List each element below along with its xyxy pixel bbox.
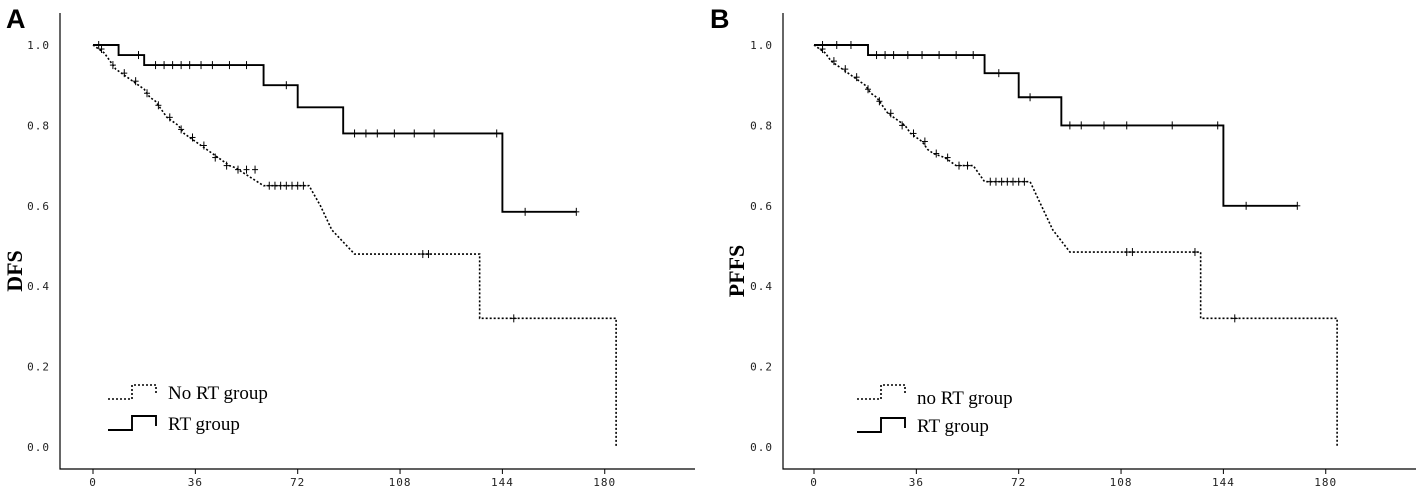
panel-label: A (6, 4, 26, 34)
series-layer (92, 41, 617, 447)
legend-label-no-rt: no RT group (917, 388, 1013, 409)
legend: No RT group RT group (108, 383, 268, 435)
x-tick-label: 180 (1314, 476, 1337, 489)
x-tick-label: 36 (188, 476, 203, 489)
x-tick-label: 0 (89, 476, 97, 489)
series-line-rt-group (93, 44, 577, 213)
x-ticks: 0 36 72 108 144 180 (810, 469, 1337, 489)
legend-label-rt: RT group (168, 414, 240, 435)
x-ticks: 0 36 72 108 144 180 (89, 469, 616, 489)
x-tick-label: 72 (1011, 476, 1026, 489)
panel-label: B (710, 4, 730, 34)
x-tick-label: 108 (1110, 476, 1133, 489)
y-tick-label: 0.4 (750, 280, 773, 293)
panel-a: A DFS 0.00.20.40.60.81.0 0 36 72 108 144 180 … (2, 4, 695, 489)
y-tick-label: 1.0 (750, 39, 773, 52)
x-tick-label: 180 (593, 476, 616, 489)
legend-swatch-no-rt (108, 384, 157, 400)
legend: no RT group RT group (857, 384, 1013, 437)
y-tick-label: 0.8 (27, 119, 50, 132)
x-tick-label: 108 (389, 476, 412, 489)
y-tick-label: 0.6 (27, 200, 50, 213)
y-tick-label: 0.0 (27, 441, 50, 454)
legend-label-rt: RT group (917, 416, 989, 437)
axes (59, 13, 695, 470)
x-tick-label: 144 (1212, 476, 1235, 489)
y-tick-label: 1.0 (27, 39, 50, 52)
y-tick-label: 0.4 (27, 280, 50, 293)
y-tick-label: 0.2 (27, 361, 50, 374)
series-layer (813, 41, 1338, 447)
x-tick-label: 144 (491, 476, 514, 489)
series-line-rt-group (814, 44, 1298, 207)
panel-b: B PFFS 0.0 0.2 0.4 0.6 0.8 1.0 0 36 72 108 144 180… (710, 4, 1416, 489)
axes (782, 13, 1416, 470)
legend-swatch-rt (108, 415, 157, 431)
legend-swatch-no-rt (857, 384, 906, 400)
y-tick-label: 0.0 (750, 441, 773, 454)
y-ticks: 0.0 0.2 0.4 0.6 0.8 1.0 (750, 39, 773, 454)
y-axis-label: PFFS (724, 245, 749, 298)
y-tick-label: 0.6 (750, 200, 773, 213)
y-tick-label: 0.8 (750, 119, 773, 132)
legend-swatch-rt (857, 417, 906, 433)
series-line-no-rt-group (813, 44, 1338, 447)
x-tick-label: 72 (290, 476, 305, 489)
series-line-no-rt-group (92, 44, 617, 447)
y-tick-label: 0.2 (750, 361, 773, 374)
x-tick-label: 0 (810, 476, 818, 489)
x-tick-label: 36 (909, 476, 924, 489)
legend-label-no-rt: No RT group (168, 383, 268, 404)
y-axis-label: DFS (2, 250, 27, 292)
y-ticks: 0.0 0.2 0.4 0.6 0.8 1.0 (27, 39, 50, 454)
